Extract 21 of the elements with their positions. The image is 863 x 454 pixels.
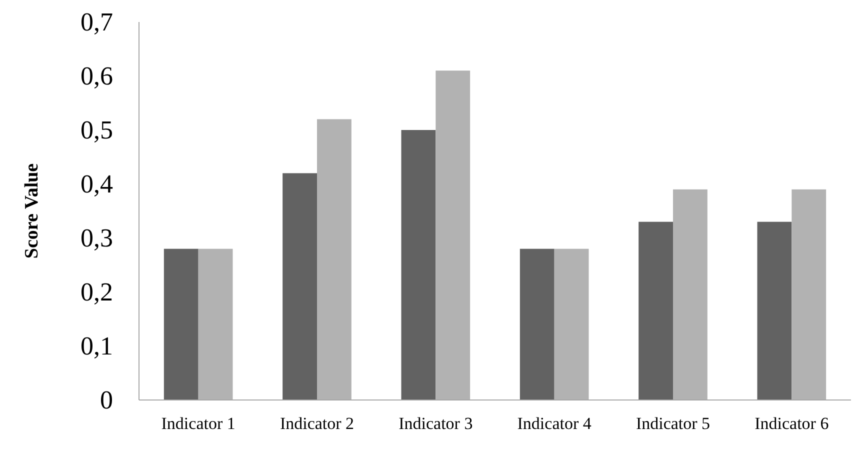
y-tick-label: 0 [100,386,113,414]
x-tick-label: Indicator 5 [636,414,710,433]
bar [520,248,554,400]
bar [282,173,317,400]
y-tick-label: 0,1 [80,332,113,360]
y-axis-title: Score Value [22,163,42,259]
x-tick-label: Indicator 1 [161,414,236,433]
x-tick-label: Indicator 6 [754,414,829,433]
y-tick-label: 0,3 [80,224,113,252]
y-tick-label: 0,2 [80,278,113,306]
x-tick-label: Indicator 4 [517,414,592,433]
bar [757,222,792,400]
bar [164,248,198,400]
x-tick-label: Indicator 2 [280,414,354,433]
y-tick-label: 0,6 [80,62,113,90]
x-tick-label: Indicator 3 [398,414,473,433]
bar [401,130,436,400]
bar [638,222,673,400]
y-tick-label: 0,4 [80,170,113,198]
y-tick-label: 0,5 [80,116,113,144]
y-tick-label: 0,7 [80,8,113,36]
